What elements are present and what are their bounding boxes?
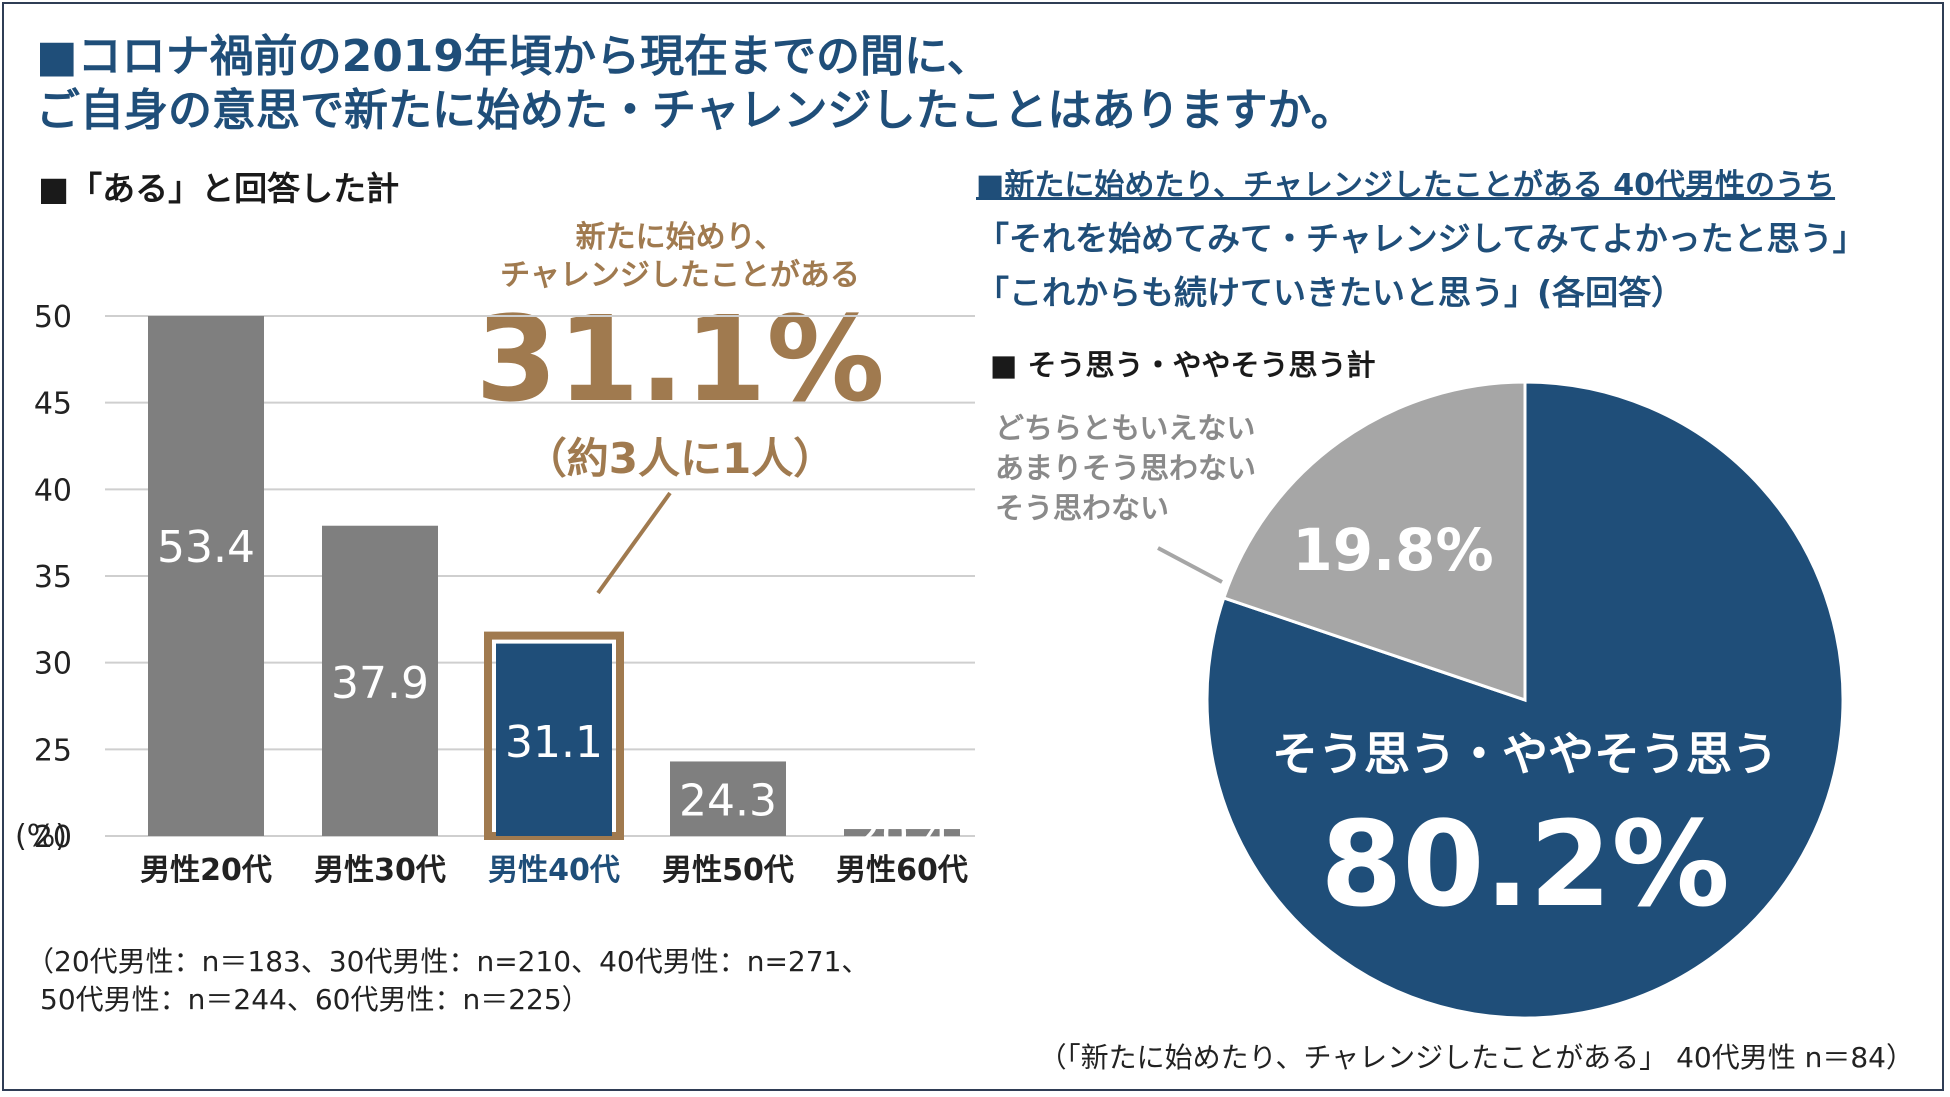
y-tick-label: 30: [34, 647, 72, 682]
bar-value-label: 24.3: [679, 776, 777, 827]
callout-label-line-1: 新たに始めり、: [575, 220, 785, 255]
footnote: （「新たに始めたり、チャレンジしたことがある」 40代男性 n＝84）: [1038, 1041, 1914, 1074]
x-category-label: 男性20代: [140, 853, 272, 888]
y-tick-label: 20: [34, 820, 72, 855]
bar-chart-header: ■「ある」と回答した計: [38, 169, 400, 208]
pie-slice-agree: [1205, 380, 1845, 1020]
pie-main-value: 80.2%: [1320, 795, 1729, 933]
callout-value: 31.1%: [475, 290, 885, 428]
x-category-label: 男性60代: [836, 853, 968, 888]
title-line-1: ■コロナ禍前の2019年頃から現在までの間に、: [36, 20, 991, 84]
bar-value-label: 31.1: [505, 717, 603, 768]
bar-5: [844, 829, 960, 836]
bar-3: [496, 643, 612, 836]
bar-value-label: 37.9: [331, 658, 429, 709]
bar-1: [148, 316, 264, 836]
sample-note-line-2: 50代男性：n＝244、60代男性：n＝225）: [40, 983, 590, 1016]
pie-other-label: どちらともいえない あまりそう思わない そう思わない: [995, 408, 1256, 528]
bar-chart: 20 25 30 35 40 45 50 (%) 53.4 男性20代 37.9 男性30代 31.1 男…: [15, 300, 975, 888]
y-tick-label: 25: [34, 733, 72, 768]
pie-subheader: ■ そう思う・ややそう思う計: [990, 348, 1376, 382]
y-tick-label: 40: [34, 473, 72, 508]
pie-leader-line: [1157, 546, 1223, 584]
bar-value-label: 20.4: [853, 810, 951, 861]
x-category-label: 男性30代: [314, 853, 446, 888]
y-tick-label: 35: [34, 560, 72, 595]
pie-other-label-line-3: そう思わない: [995, 491, 1170, 525]
pie-other-label-line-2: あまりそう思わない: [995, 451, 1257, 485]
pie-other-value: 19.8%: [1292, 516, 1493, 584]
bar-2: [322, 525, 438, 836]
right-question-line-2: 「これからも続けていきたいと思う」(各回答）: [976, 273, 1685, 312]
sample-note-line-1: （20代男性：n＝183、30代男性：n=210、40代男性：n=271、: [26, 945, 870, 978]
bar-4: [670, 761, 786, 836]
y-axis-unit: (%): [15, 819, 67, 854]
title-square-marker: ■: [36, 31, 78, 82]
x-category-label: 男性50代: [662, 853, 794, 888]
title-line-2: ご自身の意思で新たに始めた・チャレンジしたことはありますか。: [36, 85, 1355, 136]
pie-other-label-line-1: どちらともいえない: [995, 411, 1256, 445]
x-category-label: 男性40代: [488, 853, 620, 888]
bar-value-label: 53.4: [157, 522, 255, 573]
right-header: ■新たに始めたり、チャレンジしたことがある 40代男性のうち: [976, 168, 1836, 203]
title-line-1-text: コロナ禍前の2019年頃から現在までの間に、: [77, 31, 991, 82]
callout-label-line-2: チャレンジしたことがある: [500, 258, 860, 293]
pie-slice-other: [1221, 380, 1527, 703]
y-tick-label: 50: [34, 300, 72, 335]
callout-sub: （約3人に1人）: [524, 434, 836, 483]
callout-leader-line: [596, 491, 672, 595]
right-question-line-1: 「それを始めてみて・チャレンジしてみてよかったと思う」: [976, 219, 1866, 258]
pie-main-label: そう思う・ややそう思う: [1272, 727, 1778, 781]
y-tick-label: 45: [34, 387, 72, 422]
